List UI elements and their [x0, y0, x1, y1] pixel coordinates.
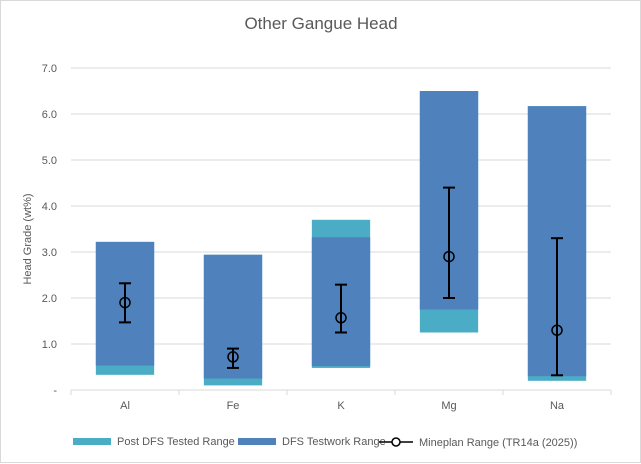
- y-tick-label: 1.0: [42, 339, 57, 351]
- legend-item-3: Mineplan Range (TR14a (2025)): [379, 437, 577, 449]
- mineplan-point-Al: [119, 296, 131, 309]
- mineplan-errorbar-K: [335, 283, 347, 334]
- y-tick-label: 2.0: [42, 293, 57, 305]
- legend-label: Post DFS Tested Range: [117, 436, 235, 448]
- x-tick-label: Mg: [441, 400, 456, 412]
- x-tick-label: Al: [120, 400, 130, 412]
- x-tick-label: Na: [550, 400, 565, 412]
- legend: Post DFS Tested Range DFS Testwork Range M…: [73, 436, 577, 449]
- y-tick-label: 4.0: [42, 201, 57, 213]
- x-tick-label: K: [337, 400, 345, 412]
- y-tick-label: 3.0: [42, 247, 57, 259]
- tick-labels: - 1.0 2.0 3.0 4.0 5.0 6.0 7.0 Al Fe K Mg Na: [42, 63, 565, 412]
- y-tick-label: -: [53, 385, 57, 397]
- mineplan-error-bars: [119, 186, 563, 377]
- x-tick-label: Fe: [227, 400, 240, 412]
- gridlines: [70, 67, 612, 395]
- mineplan-point-K: [335, 312, 347, 324]
- y-tick-label: 6.0: [42, 109, 57, 121]
- y-axis-label: Head Grade (wt%): [22, 193, 34, 284]
- legend-label: DFS Testwork Range: [282, 436, 386, 448]
- legend-item-2: DFS Testwork Range: [238, 436, 386, 448]
- legend-item-1: Post DFS Tested Range: [73, 436, 235, 448]
- mineplan-errorbar-Al: [119, 282, 131, 324]
- y-tick-label: 7.0: [42, 63, 57, 75]
- chart-title: Other Gangue Head: [244, 14, 397, 33]
- legend-swatch: [238, 438, 276, 445]
- mineplan-errorbar-Na: [551, 237, 563, 377]
- y-tick-label: 5.0: [42, 155, 57, 167]
- mineplan-point-Fe: [227, 351, 239, 363]
- legend-label: Mineplan Range (TR14a (2025)): [419, 437, 577, 449]
- bars: [95, 91, 587, 386]
- legend-swatch: [73, 438, 111, 445]
- mineplan-errorbar-Mg: [443, 186, 455, 299]
- legend-marker: [391, 437, 401, 447]
- mineplan-point-Na: [551, 324, 563, 336]
- mineplan-point-Mg: [443, 250, 455, 263]
